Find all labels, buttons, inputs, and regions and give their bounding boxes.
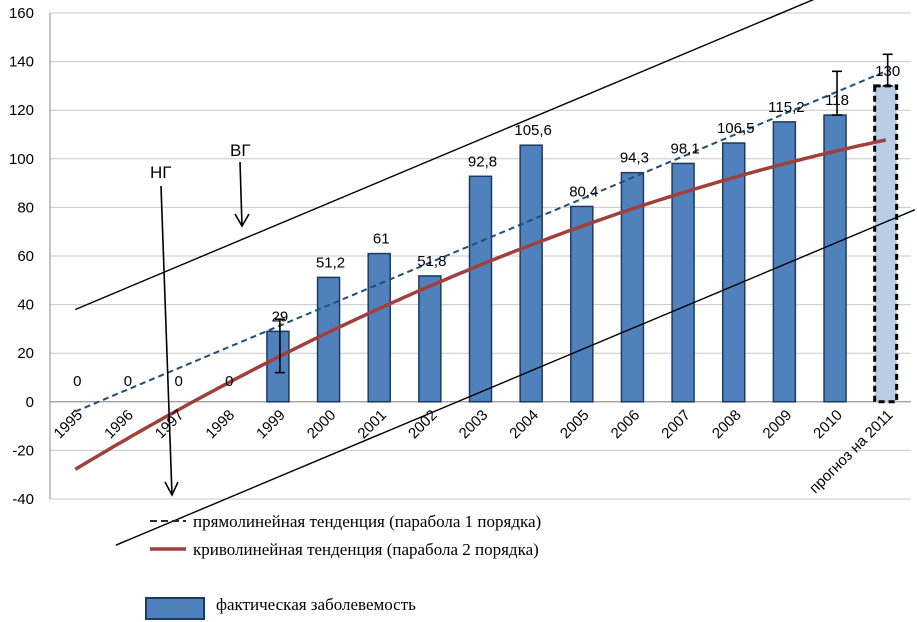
data-label: 130 [875,63,900,80]
y-tick-label: 0 [26,394,34,411]
y-tick-label: 40 [17,297,34,314]
bar [418,275,442,403]
bar [468,175,493,403]
legend-label-actual: фактическая заболевемость [216,595,416,614]
quadratic-trend-line [74,138,887,471]
y-tick-label: 100 [9,151,34,168]
y-tick-label: 20 [17,345,34,362]
data-label: 106,5 [717,120,755,137]
data-label: 51,8 [417,253,446,270]
bar [671,162,695,403]
y-tick-label: 120 [9,102,34,119]
x-tick-label: 1995 [51,407,87,443]
data-label: 29 [272,308,289,325]
bar [721,142,746,403]
y-tick-label: 160 [9,5,34,22]
data-label: 0 [73,373,81,390]
annotations: ВГ НГ [150,141,251,182]
bar [367,252,391,403]
lower-bound-arrow [160,185,179,497]
trend-lines [74,70,887,471]
bar [266,330,290,403]
y-tick-label: -40 [12,491,34,508]
upper-bound-annotation: ВГ [230,141,251,160]
data-label: 98,1 [670,140,699,157]
data-label: 105,6 [514,122,552,139]
bar [772,121,797,403]
forecast-bar [873,84,899,404]
data-label: 94,3 [620,150,649,167]
x-tick-label: 2003 [456,407,492,443]
data-label: 0 [124,373,132,390]
x-tick-label: 2009 [760,407,796,443]
error-bar [274,318,285,374]
x-tick-label: 2004 [506,407,542,443]
data-label: 92,8 [468,153,497,170]
bar [823,114,847,403]
data-label: 51,2 [316,254,345,271]
x-tick-label: 2007 [658,407,694,443]
confidence-bounds [75,0,916,546]
lower-bound-line [115,209,916,546]
bar [316,276,341,403]
legend: прямолинейная тенденция (парабола 1 поря… [145,512,541,620]
x-tick-label: 2006 [608,407,644,443]
bar [519,144,543,403]
data-label: 0 [174,373,182,390]
linear-trend-line [74,70,887,413]
y-tick-label: 140 [9,54,34,71]
x-tick-label: 2008 [709,407,745,443]
error-bar [882,53,893,87]
x-tick-label: 2010 [810,407,846,443]
x-tick-label: 2002 [405,407,441,443]
bars [266,84,899,404]
legend-swatch-actual [145,597,205,620]
data-label: 118 [825,92,849,109]
error-bars [274,53,893,374]
data-label: 115,2 [768,99,804,116]
data-label: 0 [225,373,233,390]
x-tick-label: 1998 [202,407,238,443]
legend-label-linear-trend: прямолинейная тенденция (парабола 1 поря… [193,512,541,531]
y-tick-label: 80 [17,199,34,216]
data-labels: 0 0 0 0 29 51,2 61 51,8 92,8 105,6 80,4 94,3 98,1 106… [73,63,900,390]
data-label: 80,4 [569,183,598,200]
upper-bound-arrow [234,161,250,228]
bar [620,171,645,403]
x-tick-label: 1999 [253,407,289,443]
lower-bound-annotation: НГ [150,163,171,182]
upper-bound-line [75,0,815,311]
data-label: 61 [373,231,390,248]
legend-label-curved-trend: криволинейная тенденция (парабола 2 поря… [193,540,539,559]
x-tick-label: 2000 [304,407,340,443]
y-tick-label: 60 [17,248,34,265]
y-tick-label: -20 [12,442,34,459]
x-tick-label: 2005 [557,407,593,443]
bar [570,205,594,403]
error-bar [832,70,843,116]
